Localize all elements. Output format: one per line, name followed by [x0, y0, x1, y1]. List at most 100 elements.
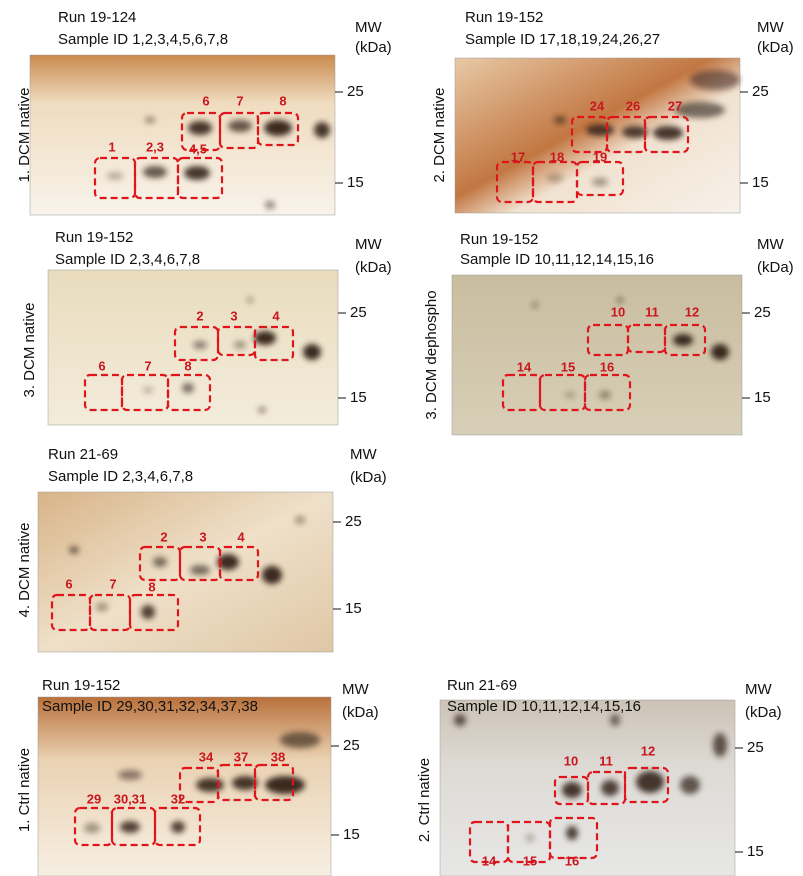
mw-unit: (kDa): [355, 39, 392, 56]
gel-image: [47, 269, 339, 426]
box: [626, 323, 667, 354]
gel-spot: [601, 780, 619, 796]
sample-label: Sample ID 2,3,4,6,7,8: [55, 251, 200, 268]
gel-spot: [228, 120, 252, 132]
side-label: 4. DCM native: [16, 522, 33, 617]
box-label: 37: [234, 749, 248, 764]
mw-tick-label: 15: [350, 389, 367, 406]
sample-label: Sample ID 10,11,12,14,15,16: [460, 251, 654, 268]
run-label: Run 19-152: [465, 9, 543, 26]
gel-spot: [258, 407, 266, 413]
run-label: Run 21-69: [48, 446, 118, 463]
box: [138, 545, 182, 582]
box-label: 16: [600, 359, 614, 374]
mw-unit: (kDa): [350, 469, 387, 486]
box-label: 8: [148, 579, 155, 594]
box-label: 10: [611, 304, 625, 319]
mw-label: MW: [342, 681, 369, 698]
box: [216, 325, 257, 357]
box-label: 7: [236, 93, 243, 108]
gel-spot: [547, 174, 563, 182]
box-label: 3: [230, 308, 237, 323]
gel-spot: [182, 383, 194, 393]
gel-panel: Run 19-152 Sample ID 10,11,12,14,15,16 3. …: [423, 231, 794, 436]
run-label: Run 19-152: [42, 677, 120, 694]
box-label: 38: [271, 749, 285, 764]
box: [548, 816, 599, 860]
box-label: 27: [668, 98, 682, 113]
box-label: 6: [98, 358, 105, 373]
box-label: 8: [279, 93, 286, 108]
mw-label: MW: [355, 19, 382, 36]
gel-spot: [673, 334, 693, 346]
gel-panel: Run 21-69 Sample ID 2,3,4,6,7,8 4. DCM nat…: [16, 446, 387, 653]
box-label: 34: [199, 749, 214, 764]
box: [73, 806, 114, 847]
gel-spot: [592, 178, 608, 186]
box-label: 30,31: [114, 791, 147, 806]
run-label: Run 19-152: [460, 231, 538, 248]
box: [110, 806, 157, 847]
mw-tick-label: 15: [747, 843, 764, 860]
box-label: 4: [272, 308, 280, 323]
box-label: 12: [685, 304, 699, 319]
gel-spot: [184, 166, 210, 180]
box-label: 17: [511, 149, 525, 164]
box-label: 26: [626, 98, 640, 113]
gel-spot: [143, 387, 153, 393]
box-label: 7: [109, 576, 116, 591]
box-label: 7: [144, 358, 151, 373]
box-label: 29: [87, 791, 101, 806]
gel-spot: [711, 344, 729, 360]
mw-tick-label: 15: [343, 826, 360, 843]
box-label: 6: [65, 576, 72, 591]
gel-image: [37, 491, 334, 653]
box-label: 1: [108, 139, 115, 154]
box: [128, 593, 180, 632]
box: [468, 820, 510, 864]
gel-panel: Run 21-69 Sample ID 10,11,12,14,15,16 2. C…: [416, 677, 782, 876]
box: [583, 373, 632, 412]
mw-unit: (kDa): [757, 39, 794, 56]
gel-spot: [303, 344, 321, 360]
gel-spot: [566, 826, 578, 840]
mw-tick-label: 15: [754, 389, 771, 406]
gel-panel: Run 19-152 Sample ID 29,30,31,32,34,37,38…: [16, 677, 379, 876]
mw-tick-label: 15: [752, 174, 769, 191]
box-label: 11: [599, 753, 613, 768]
gel-spot: [280, 732, 320, 748]
box: [176, 156, 224, 200]
mw-unit: (kDa): [355, 259, 392, 276]
sample-label: Sample ID 1,2,3,4,5,6,7,8: [58, 31, 228, 48]
gel-spot: [565, 392, 575, 398]
box: [173, 325, 220, 362]
gel-spot: [454, 714, 466, 726]
box-label: 2,3: [146, 139, 164, 154]
run-label: Run 21-69: [447, 677, 517, 694]
gel-spot: [141, 605, 155, 619]
box-label: 24: [590, 98, 605, 113]
gel-spot: [675, 102, 725, 118]
gel-spot: [636, 771, 664, 793]
box-label: 10: [564, 753, 578, 768]
gel-spot: [262, 566, 282, 584]
gel-spot: [617, 297, 623, 303]
gel-spot: [713, 733, 727, 757]
gel-spots: [532, 297, 729, 399]
mw-label: MW: [350, 446, 377, 463]
side-label: 3. DCM dephospho: [423, 290, 440, 419]
mw-tick-label: 15: [345, 600, 362, 617]
gel-spot: [610, 714, 620, 726]
box: [575, 160, 625, 197]
gel-spot: [265, 201, 275, 209]
box: [538, 373, 587, 412]
gel-spot: [586, 124, 614, 136]
gel-spot: [96, 603, 108, 611]
mw-tick-label: 25: [345, 513, 362, 530]
sample-label: Sample ID 2,3,4,6,7,8: [48, 468, 193, 485]
gel-spot: [69, 546, 79, 554]
box-label: 11: [645, 304, 659, 319]
gel-panel: Run 19-152 Sample ID 2,3,4,6,7,8 3. DCM na…: [21, 229, 392, 426]
gel-spot: [653, 126, 683, 140]
gel-spots: [547, 70, 740, 186]
